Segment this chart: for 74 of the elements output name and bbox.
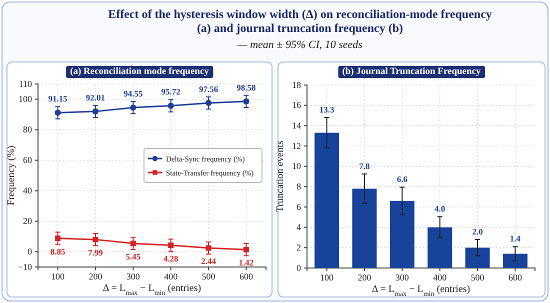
- data-label: 2.0: [472, 226, 483, 237]
- y-tick-label: 4: [296, 222, 302, 232]
- x-axis-title: Δ = L$_{max}$ − L$_{min}$ (entries): [102, 283, 202, 297]
- y-axis-title: Frequency (%): [6, 146, 17, 206]
- data-label: 2.44: [201, 256, 217, 266]
- y-tick-label: 110: [18, 78, 32, 89]
- point: [168, 102, 174, 109]
- point: [206, 245, 212, 251]
- x-tick-label: 200: [88, 271, 103, 282]
- chart-title: (a) Reconciliation mode frequency: [70, 67, 210, 77]
- point: [168, 242, 174, 248]
- point: [205, 100, 212, 106]
- data-label: 95.72: [161, 86, 180, 97]
- y-tick-label: 2: [296, 242, 301, 253]
- y-tick-label: 0: [28, 246, 32, 257]
- x-tick-label: 200: [358, 272, 372, 282]
- y-tick-label: 12: [292, 140, 301, 151]
- y-tick-label: 10: [292, 161, 302, 172]
- point: [130, 240, 136, 246]
- text: Effect of the hysteresis window width (Δ) on reconciliation-mode frequency (a) and journal truncation frequency (b): [108, 7, 492, 35]
- x-tick-label: 300: [126, 271, 140, 282]
- data-label: 7.8: [359, 160, 370, 171]
- y-tick-label: 100: [18, 94, 32, 104]
- y-tick-label: 16: [292, 100, 302, 110]
- data-label: 6.6: [396, 174, 408, 184]
- y-tick-label: 18: [292, 80, 302, 90]
- y-tick-label: 14: [292, 120, 302, 131]
- y-axis-title: Truncation events: [275, 140, 286, 212]
- x-tick-label: 100: [320, 272, 334, 282]
- data-label: 13.3: [319, 104, 334, 115]
- x-tick-label: 300: [395, 272, 410, 282]
- x-tick-label: 600: [508, 272, 522, 282]
- point: [243, 98, 250, 104]
- point: [55, 236, 61, 241]
- point: [54, 110, 61, 116]
- data-label: 7.99: [88, 248, 103, 258]
- point: [130, 104, 136, 111]
- data-label: 1.4: [510, 234, 522, 244]
- bar: [352, 188, 377, 268]
- data-label: 92.01: [86, 92, 106, 102]
- data-label: 98.58: [236, 82, 256, 92]
- point: [92, 236, 98, 242]
- bar: [502, 254, 528, 268]
- y-tick-label: 80: [23, 124, 32, 135]
- data-label: 8.85: [50, 246, 66, 256]
- x-tick-label: 600: [239, 271, 254, 282]
- y-tick-label: 40: [23, 186, 32, 196]
- y-tick-label: 20: [23, 216, 32, 226]
- data-label: 4.28: [163, 253, 178, 264]
- x-tick-label: 500: [202, 271, 216, 282]
- chart-title: (b) Journal Truncation Frequency: [342, 67, 482, 77]
- data-label: 97.56: [198, 84, 218, 94]
- point: [92, 108, 99, 115]
- y-tick-label: −10: [18, 262, 32, 272]
- data-label: 5.45: [126, 252, 141, 262]
- bar: [428, 227, 452, 268]
- x-tick-label: 400: [164, 271, 178, 282]
- x-tick-label: 400: [433, 272, 448, 282]
- x-tick-label: 100: [51, 271, 66, 282]
- data-label: 4.0: [434, 204, 446, 214]
- bar: [314, 132, 340, 268]
- data-label: 1.42: [238, 258, 254, 268]
- x-axis-title: Δ = L$_{max}$ − L$_{min}$ (entries): [372, 284, 470, 298]
- bar: [465, 248, 490, 268]
- y-tick-label: 60: [23, 155, 32, 166]
- point: [243, 246, 249, 252]
- x-tick-label: 500: [470, 272, 485, 282]
- y-tick-label: 0: [296, 262, 302, 273]
- data-label: 94.55: [124, 88, 143, 98]
- y-tick-label: 6: [296, 202, 302, 212]
- text: — mean ± 95% CI, 10 seeds: [236, 39, 362, 51]
- y-tick-label: 8: [296, 182, 302, 192]
- data-label: 91.15: [48, 94, 68, 104]
- bar: [390, 200, 414, 268]
